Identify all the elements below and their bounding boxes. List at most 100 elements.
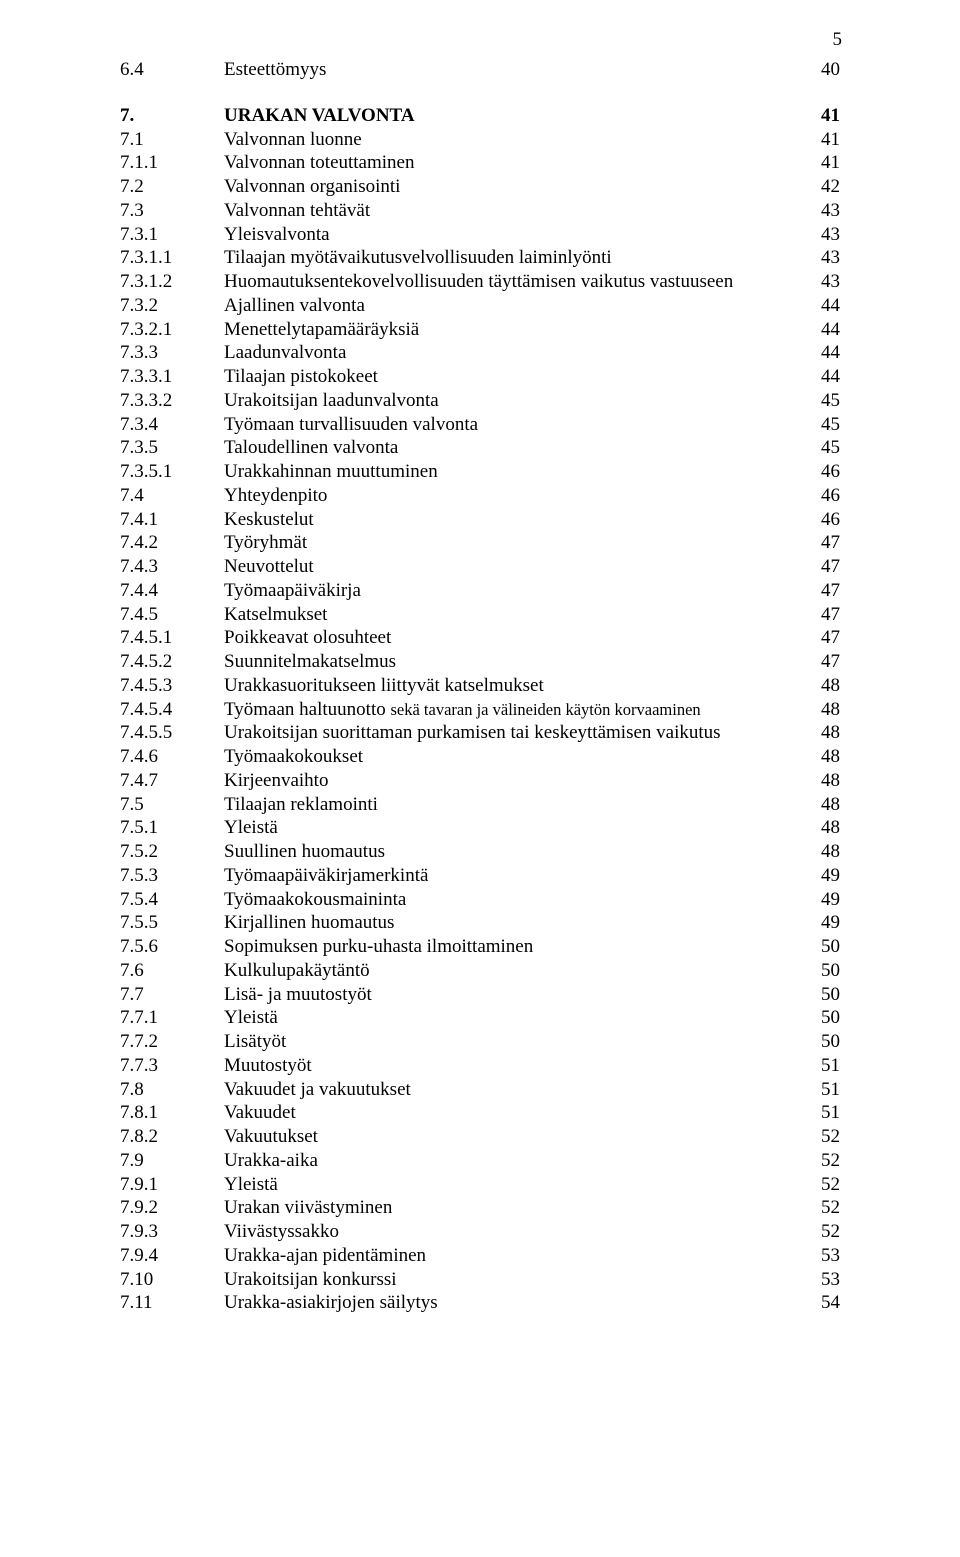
toc-label: Katselmukset xyxy=(224,603,800,627)
toc-label: Taloudellinen valvonta xyxy=(224,436,800,460)
toc-row: 7.4.1Keskustelut46 xyxy=(120,508,840,532)
toc-page: 49 xyxy=(800,911,840,935)
toc-number: 7.3.3 xyxy=(120,341,224,365)
toc-row: 7.3.4Työmaan turvallisuuden valvonta45 xyxy=(120,413,840,437)
toc-row: 7.7.2Lisätyöt50 xyxy=(120,1030,840,1054)
section-gap xyxy=(120,82,840,104)
toc-label: Tilaajan myötävaikutusvelvollisuuden lai… xyxy=(224,246,800,270)
toc-page: 47 xyxy=(800,531,840,555)
toc-label: Urakoitsijan suorittaman purkamisen tai … xyxy=(224,721,800,745)
toc-label: Keskustelut xyxy=(224,508,800,532)
toc-label: Lisätyöt xyxy=(224,1030,800,1054)
toc-label: Kirjeenvaihto xyxy=(224,769,800,793)
toc-number: 7.6 xyxy=(120,959,224,983)
toc-number: 7.7 xyxy=(120,983,224,1007)
toc-number: 7.8.1 xyxy=(120,1101,224,1125)
toc-number: 7.3 xyxy=(120,199,224,223)
toc-page: 44 xyxy=(800,365,840,389)
toc-page: 51 xyxy=(800,1054,840,1078)
toc-row: 7.3.5Taloudellinen valvonta45 xyxy=(120,436,840,460)
toc-row: 7.8Vakuudet ja vakuutukset51 xyxy=(120,1078,840,1102)
toc-page: 44 xyxy=(800,341,840,365)
toc-number: 7.2 xyxy=(120,175,224,199)
toc-page: 48 xyxy=(800,840,840,864)
toc-row: 7.4.2Työryhmät47 xyxy=(120,531,840,555)
toc-number: 7.7.2 xyxy=(120,1030,224,1054)
toc-row: 7.9.1Yleistä52 xyxy=(120,1173,840,1197)
toc-number: 7.5.1 xyxy=(120,816,224,840)
toc-row: 7.9Urakka-aika52 xyxy=(120,1149,840,1173)
toc-number: 7.4.6 xyxy=(120,745,224,769)
toc-label: Suunnitelmakatselmus xyxy=(224,650,800,674)
toc-row: 7.4.3Neuvottelut47 xyxy=(120,555,840,579)
toc-page: 46 xyxy=(800,508,840,532)
toc-page: 51 xyxy=(800,1101,840,1125)
toc-number: 7.3.2 xyxy=(120,294,224,318)
toc-page: 45 xyxy=(800,436,840,460)
toc-row: 6.4Esteettömyys40 xyxy=(120,58,840,82)
toc-row: 7.4.6Työmaakokoukset48 xyxy=(120,745,840,769)
toc-page: 51 xyxy=(800,1078,840,1102)
toc-label: Urakka-asiakirjojen säilytys xyxy=(224,1291,800,1315)
toc-row: 7.6Kulkulupakäytäntö50 xyxy=(120,959,840,983)
toc-row: 7.5.3Työmaapäiväkirjamerkintä49 xyxy=(120,864,840,888)
toc-row: 7.4.5.2Suunnitelmakatselmus47 xyxy=(120,650,840,674)
toc-number: 7.8.2 xyxy=(120,1125,224,1149)
toc-row: 7.3.3.1Tilaajan pistokokeet44 xyxy=(120,365,840,389)
toc-page: 44 xyxy=(800,294,840,318)
toc-page: 50 xyxy=(800,959,840,983)
toc-row: 7.3.5.1Urakkahinnan muuttuminen46 xyxy=(120,460,840,484)
toc-label: Ajallinen valvonta xyxy=(224,294,800,318)
toc-label: Urakka-aika xyxy=(224,1149,800,1173)
toc-row: 7.3.2Ajallinen valvonta44 xyxy=(120,294,840,318)
toc-page: 48 xyxy=(800,721,840,745)
toc-label: Valvonnan toteuttaminen xyxy=(224,151,800,175)
toc-page: 49 xyxy=(800,888,840,912)
toc-number: 7.9 xyxy=(120,1149,224,1173)
toc-label: Suullinen huomautus xyxy=(224,840,800,864)
toc-number: 7.4.3 xyxy=(120,555,224,579)
toc-row: 7.8.2Vakuutukset52 xyxy=(120,1125,840,1149)
toc-label: Neuvottelut xyxy=(224,555,800,579)
toc-row: 7.3.1.1Tilaajan myötävaikutusvelvollisuu… xyxy=(120,246,840,270)
toc-row: 7.7.1Yleistä50 xyxy=(120,1006,840,1030)
toc-number: 7.3.1.2 xyxy=(120,270,224,294)
toc-page: 41 xyxy=(800,104,840,128)
toc-page: 53 xyxy=(800,1268,840,1292)
toc-page: 43 xyxy=(800,270,840,294)
toc-page: 47 xyxy=(800,603,840,627)
toc-number: 7.4 xyxy=(120,484,224,508)
toc-number: 7.9.2 xyxy=(120,1196,224,1220)
toc-number: 6.4 xyxy=(120,58,224,82)
toc-label: Urakkahinnan muuttuminen xyxy=(224,460,800,484)
toc-number: 7.3.5.1 xyxy=(120,460,224,484)
toc-page: 41 xyxy=(800,128,840,152)
page-number: 5 xyxy=(833,28,843,52)
toc-label: Yleisvalvonta xyxy=(224,223,800,247)
toc-page: 52 xyxy=(800,1173,840,1197)
toc-row: 7.3.2.1Menettelytapamääräyksiä44 xyxy=(120,318,840,342)
toc-row: 7.10Urakoitsijan konkurssi53 xyxy=(120,1268,840,1292)
toc-label: Esteettömyys xyxy=(224,58,800,82)
toc-page: 48 xyxy=(800,698,840,722)
toc-number: 7.4.4 xyxy=(120,579,224,603)
toc-row: 7.7.3Muutostyöt51 xyxy=(120,1054,840,1078)
toc-page: 44 xyxy=(800,318,840,342)
toc-page: 52 xyxy=(800,1149,840,1173)
toc-number: 7.7.1 xyxy=(120,1006,224,1030)
toc-row: 7.3.3.2Urakoitsijan laadunvalvonta45 xyxy=(120,389,840,413)
toc-page: 52 xyxy=(800,1125,840,1149)
toc-row: 7.5.5Kirjallinen huomautus49 xyxy=(120,911,840,935)
toc-label: Valvonnan organisointi xyxy=(224,175,800,199)
toc-number: 7.4.2 xyxy=(120,531,224,555)
toc-label: Tilaajan reklamointi xyxy=(224,793,800,817)
toc-page: 47 xyxy=(800,579,840,603)
toc-label: Muutostyöt xyxy=(224,1054,800,1078)
toc-number: 7.11 xyxy=(120,1291,224,1315)
toc-number: 7.5.3 xyxy=(120,864,224,888)
toc-row: 7.4.4Työmaapäiväkirja47 xyxy=(120,579,840,603)
toc-label: Menettelytapamääräyksiä xyxy=(224,318,800,342)
toc-page: 46 xyxy=(800,460,840,484)
toc-number: 7.5 xyxy=(120,793,224,817)
toc-row: 7.5.6Sopimuksen purku-uhasta ilmoittamin… xyxy=(120,935,840,959)
